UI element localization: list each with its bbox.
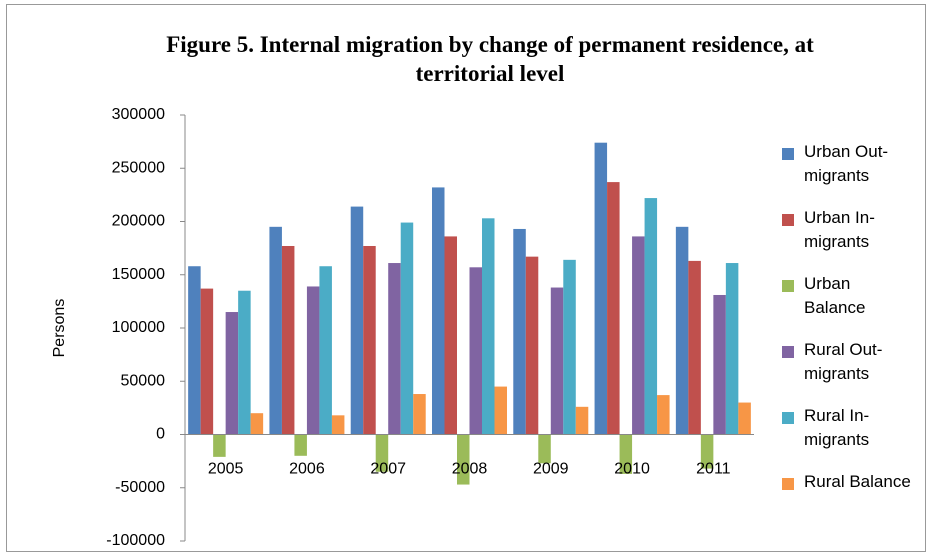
x-tick-label: 2008	[452, 461, 488, 478]
legend-swatch	[782, 214, 794, 226]
bar	[188, 266, 201, 435]
x-tick-label: 2010	[614, 461, 650, 478]
bar	[400, 222, 414, 435]
y-tick-label: 50000	[121, 372, 166, 389]
bar	[482, 218, 495, 435]
legend-label: Urban In-migrants	[804, 208, 875, 251]
legend-swatch	[782, 280, 794, 292]
bar	[213, 434, 226, 457]
legend-swatch	[782, 346, 794, 358]
legend-item: Urban In-migrants	[782, 206, 922, 272]
bar	[700, 434, 714, 469]
bar	[225, 312, 239, 435]
bar	[413, 394, 426, 435]
bar	[363, 245, 376, 435]
y-tick-label: 100000	[112, 319, 165, 336]
bar	[238, 290, 251, 435]
bar	[644, 198, 658, 435]
bar	[657, 395, 670, 435]
bar	[607, 182, 620, 435]
bar	[713, 294, 726, 435]
bar	[457, 434, 470, 485]
bar	[250, 413, 264, 435]
bar	[469, 267, 482, 435]
legend-item: Urban Out-migrants	[782, 140, 922, 206]
y-tick-label: 250000	[112, 159, 165, 176]
x-tick-label: 2005	[208, 461, 244, 478]
bar	[294, 434, 307, 456]
bar	[632, 236, 645, 435]
bar	[494, 386, 507, 435]
bar	[688, 260, 701, 435]
bar	[375, 434, 389, 472]
legend-label: Urban Balance	[804, 274, 866, 317]
x-tick-label: 2011	[696, 461, 731, 478]
y-tick-label: -100000	[106, 532, 165, 549]
bar	[281, 245, 295, 435]
bar	[513, 228, 526, 435]
bar	[350, 206, 364, 435]
bar	[738, 402, 751, 435]
bar	[675, 226, 689, 435]
legend-item: Rural Out-migrants	[782, 338, 922, 404]
bar	[388, 263, 401, 435]
bar	[619, 434, 633, 474]
legend-label: Rural In-migrants	[804, 406, 870, 449]
bar	[563, 259, 576, 435]
bar	[538, 434, 551, 464]
legend: Urban Out-migrants Urban In-migrants Urban…	[782, 140, 922, 536]
bar	[725, 263, 739, 435]
x-tick-label: 2006	[289, 461, 325, 478]
y-tick-label: 200000	[112, 213, 165, 230]
legend-item: Rural Balance	[782, 470, 922, 536]
bar	[306, 286, 320, 435]
y-tick-label: 0	[156, 426, 165, 443]
bar	[432, 187, 445, 435]
x-tick-label: 2007	[370, 461, 406, 478]
legend-label: Urban Out-migrants	[804, 142, 889, 185]
bar	[200, 288, 214, 435]
bar	[525, 256, 539, 435]
legend-label: Rural Balance	[804, 472, 911, 491]
y-tick-label: -50000	[115, 479, 165, 496]
bar	[575, 406, 589, 435]
bar	[444, 236, 457, 435]
legend-item: Rural In-migrants	[782, 404, 922, 470]
legend-swatch	[782, 412, 794, 424]
legend-swatch	[782, 478, 794, 490]
legend-item: Urban Balance	[782, 272, 922, 338]
bar	[550, 287, 564, 435]
legend-swatch	[782, 148, 794, 160]
y-tick-label: 150000	[112, 266, 165, 283]
bar	[594, 142, 608, 435]
legend-label: Rural Out-migrants	[804, 340, 883, 383]
bar	[331, 415, 345, 435]
bar	[269, 226, 282, 435]
bar	[319, 266, 332, 435]
y-axis-label: Persons	[51, 299, 68, 358]
chart-title: Figure 5. Internal migration by change o…	[166, 32, 814, 86]
x-tick-label: 2009	[533, 461, 569, 478]
chart-frame	[6, 4, 926, 552]
y-tick-label: 300000	[112, 106, 165, 123]
